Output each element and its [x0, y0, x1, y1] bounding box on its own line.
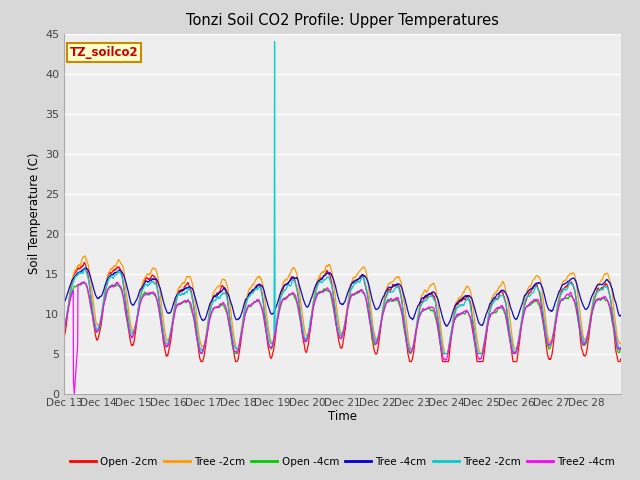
Legend: Open -2cm, Tree -2cm, Open -4cm, Tree -4cm, Tree2 -2cm, Tree2 -4cm: Open -2cm, Tree -2cm, Open -4cm, Tree -4… [66, 453, 619, 471]
Y-axis label: Soil Temperature (C): Soil Temperature (C) [28, 153, 41, 275]
Title: Tonzi Soil CO2 Profile: Upper Temperatures: Tonzi Soil CO2 Profile: Upper Temperatur… [186, 13, 499, 28]
Text: TZ_soilco2: TZ_soilco2 [70, 46, 138, 59]
X-axis label: Time: Time [328, 410, 357, 423]
